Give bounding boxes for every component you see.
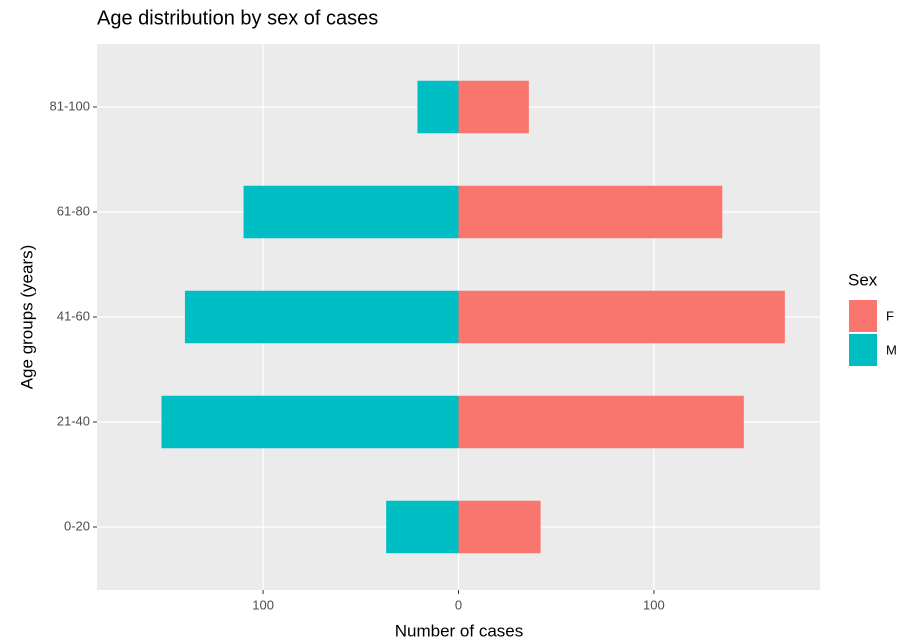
bar bbox=[417, 80, 459, 134]
legend-key bbox=[849, 300, 877, 332]
bar bbox=[161, 395, 459, 449]
legend-title: Sex bbox=[848, 270, 878, 289]
bar bbox=[458, 185, 723, 239]
bar bbox=[458, 290, 785, 344]
bar bbox=[458, 500, 541, 554]
chart-title: Age distribution by sex of cases bbox=[97, 7, 378, 29]
bar bbox=[386, 500, 459, 554]
y-tick-label: 81-100 bbox=[50, 98, 90, 113]
bar bbox=[458, 395, 744, 449]
y-tick-label: 41-60 bbox=[57, 308, 90, 323]
x-tick-label: 0 bbox=[455, 597, 462, 612]
y-tick-label: 21-40 bbox=[57, 413, 90, 428]
y-tick-label: 0-20 bbox=[64, 518, 90, 533]
x-tick-label: 100 bbox=[643, 597, 665, 612]
bar bbox=[243, 185, 459, 239]
legend-key bbox=[849, 334, 877, 366]
legend-label: M bbox=[886, 342, 897, 357]
y-axis-title: Age groups (years) bbox=[17, 245, 36, 390]
legend-label: F bbox=[886, 308, 894, 323]
bar bbox=[184, 290, 459, 344]
x-tick-label: 100 bbox=[252, 597, 274, 612]
bar bbox=[458, 80, 529, 134]
y-tick-label: 61-80 bbox=[57, 203, 90, 218]
x-axis-title: Number of cases bbox=[395, 621, 524, 640]
